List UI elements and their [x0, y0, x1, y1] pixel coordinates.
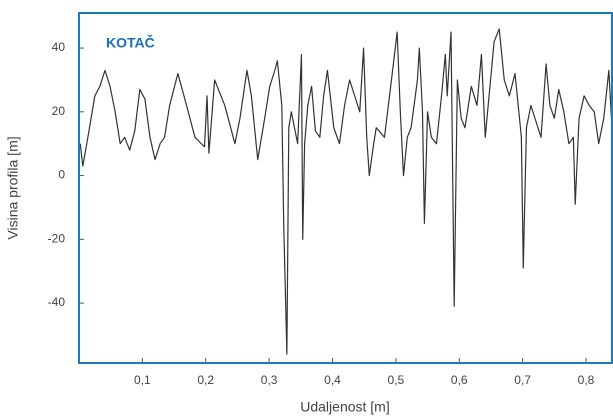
x-tick-label: 0,5	[388, 373, 405, 387]
x-tick-label: 0,2	[197, 373, 214, 387]
chart-title: KOTAČ	[106, 34, 155, 51]
profile-line	[79, 28, 613, 355]
y-axis-label: Visina profila [m]	[5, 136, 21, 239]
y-tick-label: -40	[48, 295, 66, 309]
x-axis-label: Udaljenost [m]	[300, 399, 389, 415]
y-tick-label: 40	[52, 40, 66, 54]
y-tick-label: 20	[52, 104, 66, 118]
x-tick-label: 0,4	[324, 373, 341, 387]
y-tick-label: 0	[58, 168, 65, 182]
plot-frame	[78, 12, 613, 364]
x-tick-label: 0,7	[514, 373, 531, 387]
x-tick-label: 0,8	[578, 373, 595, 387]
y-tick-label: -20	[48, 231, 66, 245]
x-tick-label: 0,6	[451, 373, 468, 387]
x-tick-label: 0,1	[134, 373, 151, 387]
x-tick-label: 0,3	[261, 373, 278, 387]
